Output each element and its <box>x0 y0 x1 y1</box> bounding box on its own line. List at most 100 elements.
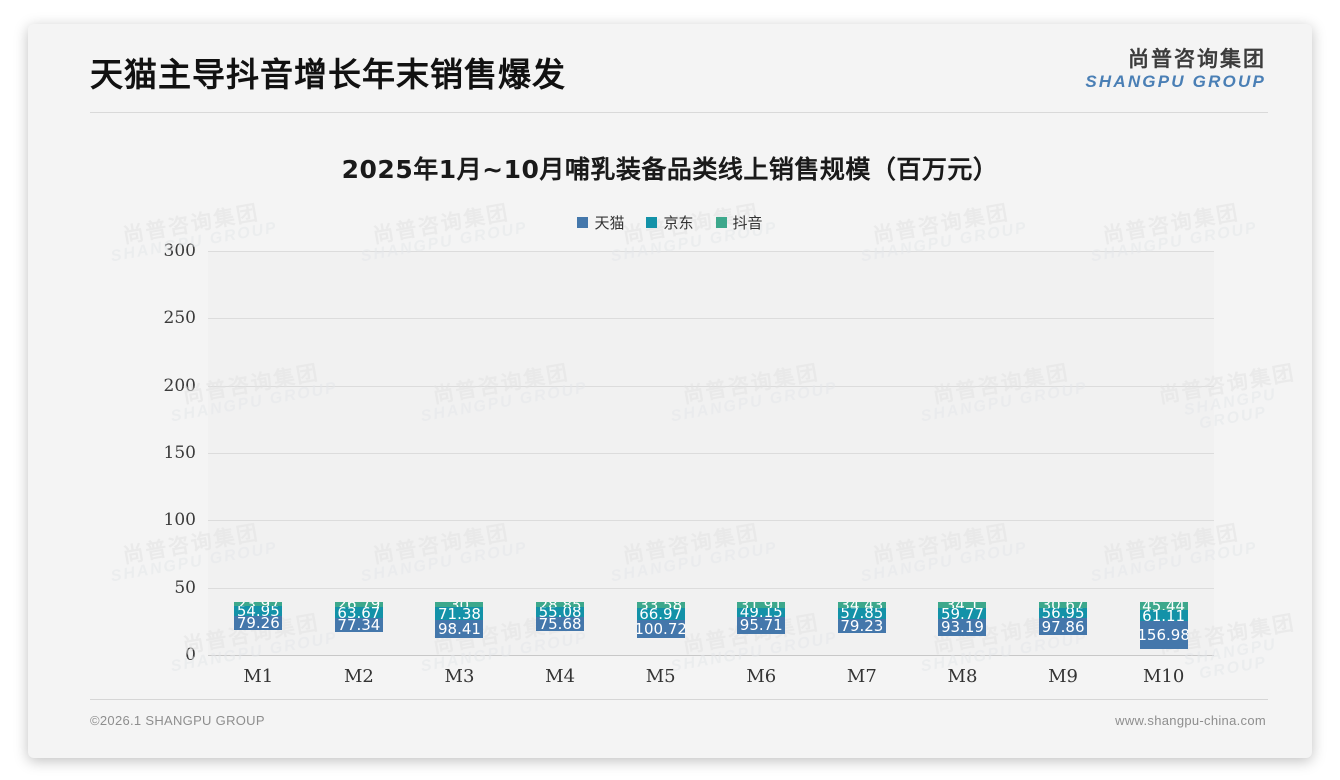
legend-swatch-icon <box>577 217 589 228</box>
bar-value-label: 79.26 <box>236 616 280 631</box>
bar-segment-京东[interactable]: 66.97 <box>636 608 685 621</box>
bar-segment-京东[interactable]: 63.67 <box>334 606 383 619</box>
footer-divider <box>90 699 1268 700</box>
bar-segment-京东[interactable]: 54.95 <box>234 606 283 617</box>
y-axis-tick-label: 200 <box>163 375 196 396</box>
bar-value-label: 55.08 <box>538 607 582 618</box>
bar-segment-京东[interactable]: 59.77 <box>938 608 987 619</box>
chart-legend: 天猫 京东 抖音 <box>28 212 1312 233</box>
legend-item-天猫[interactable]: 天猫 <box>577 212 624 233</box>
bar-segment-天猫[interactable]: 97.86 <box>1039 617 1088 636</box>
bar-segment-京东[interactable]: 57.85 <box>837 608 886 619</box>
bar-value-label: 31.91 <box>740 602 783 608</box>
bar-segment-京东[interactable]: 55.08 <box>536 607 585 618</box>
x-axis-tick-label: M1 <box>243 666 274 687</box>
legend-item-抖音[interactable]: 抖音 <box>715 212 763 233</box>
bar-segment-抖音[interactable]: 34.1 <box>938 602 987 609</box>
x-axis-tick-label: M9 <box>1048 666 1078 687</box>
bar-segment-天猫[interactable]: 156.98 <box>1139 621 1188 650</box>
slide-header: 天猫主导抖音增长年末销售爆发 尚普咨询集团 SHANGPU GROUP <box>28 24 1312 116</box>
gridline: 100 <box>164 510 1214 530</box>
bar-segment-京东[interactable]: 49.15 <box>737 607 786 617</box>
bar-segment-天猫[interactable]: 100.72 <box>636 620 685 639</box>
bar-segment-抖音[interactable]: 34.43 <box>837 602 886 609</box>
bar-segment-抖音[interactable]: 30.67 <box>1039 602 1088 608</box>
page-title: 天猫主导抖音增长年末销售爆发 <box>90 55 566 94</box>
y-axis-tick-label: 150 <box>163 443 196 463</box>
bar-group-M10[interactable]: 45.4461.11 156.98 M10 <box>1113 252 1214 687</box>
bar-value-label: 23.97 <box>237 602 280 606</box>
bar-stack: 31.9149.1595.71 <box>737 602 786 656</box>
bar-segment-天猫[interactable]: 93.19 <box>938 618 987 636</box>
bar-segment-天猫[interactable]: 77.34 <box>334 618 383 633</box>
bar-value-label: 77.34 <box>337 618 381 633</box>
y-axis-tick-label: 300 <box>163 241 196 261</box>
bar-segment-抖音[interactable]: 23.97 <box>234 602 283 607</box>
header-divider <box>90 112 1268 113</box>
bar-segment-天猫[interactable]: 75.68 <box>536 617 585 631</box>
bar-value-label: 34.43 <box>840 602 883 608</box>
bar-segment-京东[interactable]: 71.38 <box>435 607 484 621</box>
y-axis-tick-label: 250 <box>163 308 196 329</box>
gridline: 300 <box>164 241 1214 261</box>
slide-canvas: 天猫主导抖音增长年末销售爆发 尚普咨询集团 SHANGPU GROUP 尚普咨询… <box>28 24 1312 758</box>
bar-value-label: 26.79 <box>337 602 380 607</box>
bar-segment-天猫[interactable]: 95.71 <box>737 616 786 634</box>
bar-segment-天猫[interactable]: 79.23 <box>837 618 886 633</box>
bar-value-label: 59.77 <box>940 608 984 619</box>
gridline: 0 <box>185 645 1214 665</box>
bar-segment-天猫[interactable]: 79.26 <box>234 616 283 631</box>
bar-value-label: 156.98 <box>1139 626 1188 645</box>
bar-group-M6[interactable]: 31.9149.1595.71 M6 <box>711 252 812 687</box>
legend-item-京东[interactable]: 京东 <box>646 212 694 233</box>
x-axis-tick-label: M10 <box>1142 666 1185 687</box>
legend-label: 京东 <box>663 214 694 232</box>
logo-text-en: SHANGPU GROUP <box>1085 71 1266 91</box>
bar-segment-抖音[interactable]: 30 <box>435 602 484 608</box>
bar-segment-京东[interactable]: 56.95 <box>1039 607 1088 618</box>
legend-label: 天猫 <box>594 214 625 232</box>
bar-value-label: 34.1 <box>946 602 979 608</box>
bar-segment-抖音[interactable]: 45.44 <box>1139 602 1188 611</box>
chart-title: 2025年1月~10月哺乳装备品类线上销售规模（百万元） <box>341 155 999 184</box>
x-axis-tick-label: M6 <box>746 666 777 687</box>
y-axis-tick-label: 0 <box>185 645 196 665</box>
x-axis-tick-label: M8 <box>947 666 978 687</box>
bar-segment-抖音[interactable]: 26.79 <box>334 602 383 607</box>
bar-segment-天猫[interactable]: 98.41 <box>435 620 484 638</box>
bar-value-label: 45.44 <box>1142 602 1185 610</box>
bar-value-label: 97.86 <box>1041 617 1085 636</box>
footer-copyright: ©2026.1 SHANGPU GROUP <box>90 713 265 728</box>
legend-swatch-icon <box>646 217 658 228</box>
y-axis-tick-label: 100 <box>163 510 196 531</box>
bar-value-label: 98.41 <box>438 620 481 638</box>
footer-website: www.shangpu-china.com <box>1115 713 1266 728</box>
bar-value-label: 33.58 <box>639 602 682 608</box>
bar-value-label: 30.67 <box>1042 602 1085 608</box>
bar-value-label: 63.67 <box>337 606 381 619</box>
bar-value-label: 66.97 <box>639 608 683 621</box>
bar-value-label: 56.95 <box>1041 607 1085 618</box>
bar-segment-抖音[interactable]: 33.58 <box>636 602 685 609</box>
logo-text-cn: 尚普咨询集团 <box>1128 47 1266 71</box>
bar-value-label: 61.11 <box>1142 610 1186 622</box>
bar-value-label: 93.19 <box>940 618 984 636</box>
bar-segment-抖音[interactable]: 31.91 <box>737 602 786 608</box>
bar-value-label: 49.15 <box>740 608 783 617</box>
bar-value-label: 95.71 <box>739 616 783 634</box>
bar-segment-抖音[interactable]: 28.85 <box>536 602 585 608</box>
gridline: 250 <box>164 308 1214 328</box>
bar-segment-京东[interactable]: 61.11 <box>1139 610 1188 622</box>
